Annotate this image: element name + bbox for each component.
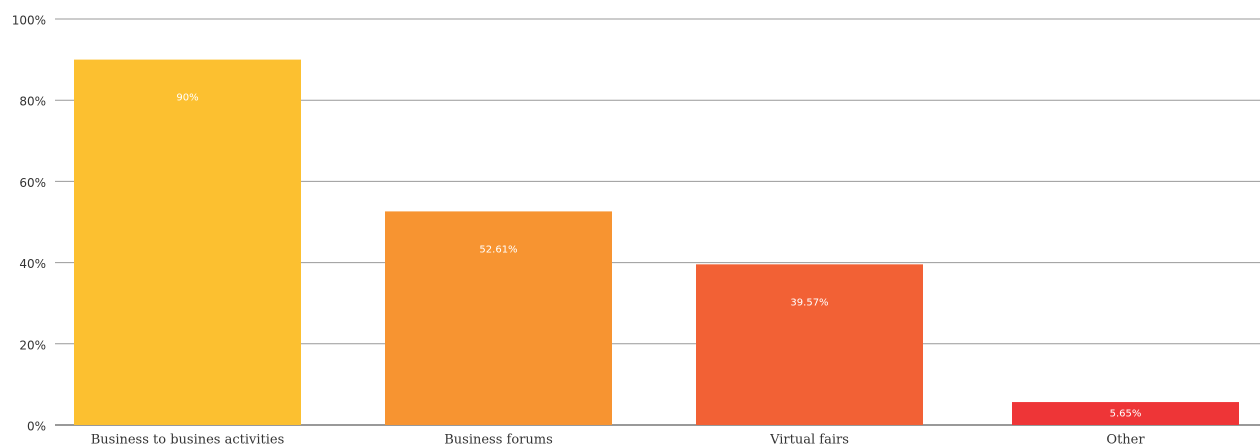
bar [696,264,923,425]
bar [74,59,301,425]
x-tick-label: Business forums [444,433,553,448]
value-label: 5.65% [1110,409,1142,420]
value-label: 52.61% [479,244,517,255]
value-label: 39.57% [790,297,828,308]
y-tick-label: 80% [19,95,46,109]
y-tick-label: 40% [19,257,46,271]
y-tick-label: 20% [19,338,46,352]
y-tick-label: 0% [27,420,46,434]
y-tick-label: 60% [19,176,46,190]
x-tick-label: Business to busines activities [91,433,285,448]
y-tick-label: 100% [12,14,46,28]
bar [385,211,612,425]
bar [1012,402,1239,425]
x-tick-label: Other [1106,433,1145,448]
value-label: 90% [176,93,198,104]
x-tick-label: Virtual fairs [769,433,849,448]
